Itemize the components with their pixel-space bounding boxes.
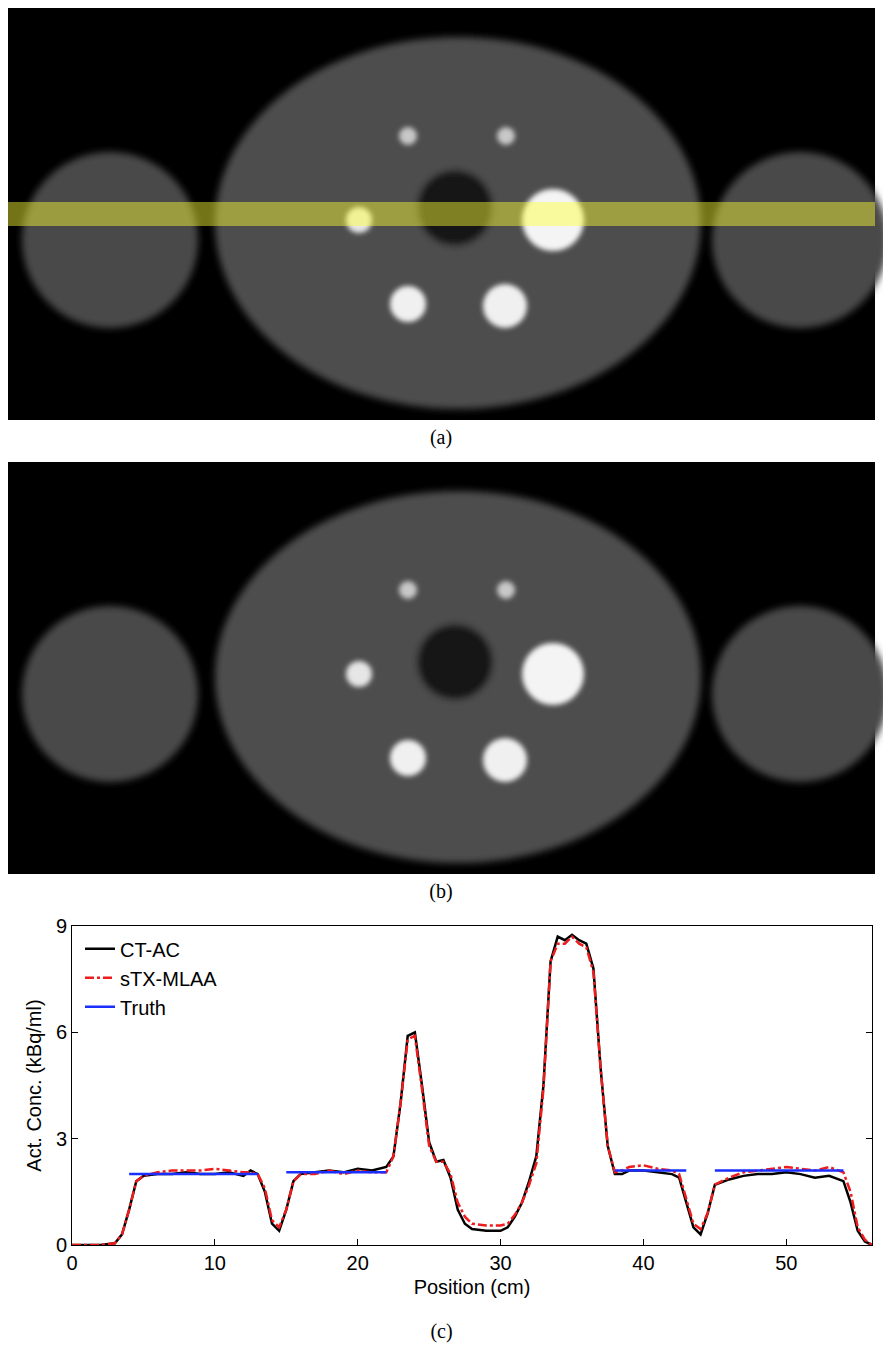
svg-text:CT-AC: CT-AC	[120, 938, 180, 960]
svg-text:0: 0	[56, 1234, 67, 1256]
svg-text:50: 50	[775, 1252, 797, 1274]
svg-text:Truth: Truth	[120, 996, 166, 1018]
html-text:(c): (c)	[430, 1320, 453, 1342]
svg-text:30: 30	[489, 1252, 511, 1274]
svg-text:3: 3	[56, 1128, 67, 1150]
svg-text:9: 9	[56, 915, 67, 937]
svg-text:(a): (a)	[430, 426, 452, 449]
svg-text:sTX-MLAA: sTX-MLAA	[120, 967, 217, 989]
svg-text:20: 20	[347, 1252, 369, 1274]
svg-text:10: 10	[204, 1252, 226, 1274]
svg-text:(b): (b)	[429, 880, 452, 903]
svg-text:Act. Conc. (kBq/ml): Act. Conc. (kBq/ml)	[23, 999, 45, 1171]
svg-text:40: 40	[632, 1252, 654, 1274]
svg-text:Position (cm): Position (cm)	[414, 1276, 531, 1298]
svg-text:6: 6	[56, 1021, 67, 1043]
svg-text:0: 0	[66, 1252, 77, 1274]
